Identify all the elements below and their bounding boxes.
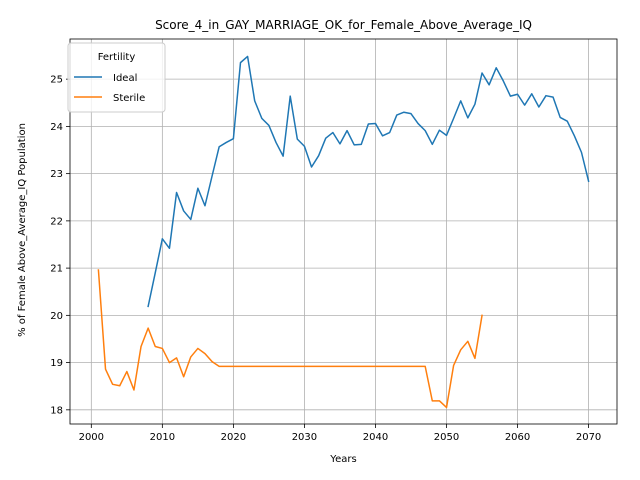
grid-lines — [70, 39, 617, 424]
y-tick-label-18: 18 — [50, 405, 63, 416]
y-tick-label-25: 25 — [50, 75, 63, 86]
series-line-ideal — [147, 55, 590, 308]
x-tick-label-2000: 2000 — [79, 432, 104, 443]
x-tick-label-2050: 2050 — [434, 432, 459, 443]
series-layer — [97, 55, 590, 409]
x-tick-label-2060: 2060 — [505, 432, 530, 443]
y-tick-label-22: 22 — [50, 216, 63, 227]
x-tick-label-2010: 2010 — [150, 432, 175, 443]
x-tick-label-2030: 2030 — [292, 432, 317, 443]
y-tick-label-24: 24 — [50, 122, 63, 133]
y-tick-label-19: 19 — [50, 358, 63, 369]
y-tick-label-20: 20 — [50, 311, 63, 322]
x-tick-label-2040: 2040 — [363, 432, 388, 443]
x-tick-label-2070: 2070 — [576, 432, 601, 443]
legend-title: Fertility — [98, 52, 136, 63]
y-tick-label-23: 23 — [50, 169, 63, 180]
y-axis-label: % of Female Above_Average_IQ Population — [17, 123, 28, 337]
y-axis: 18 19 20 21 22 23 24 25 — [50, 75, 70, 416]
plot-frame — [69, 38, 618, 425]
series-line-sterile — [97, 269, 483, 409]
y-tick-label-21: 21 — [50, 264, 63, 275]
chart-title: Score_4_in_GAY_MARRIAGE_OK_for_Female_Ab… — [155, 18, 532, 32]
legend-label-sterile: Sterile — [113, 93, 145, 104]
x-axis-label: Years — [329, 454, 356, 465]
x-axis: 2000 2010 2020 2030 2040 2050 2060 2070 — [79, 424, 601, 443]
legend-box — [67, 42, 166, 113]
legend: Fertility Ideal Sterile — [67, 42, 166, 113]
x-tick-label-2020: 2020 — [221, 432, 246, 443]
legend-label-ideal: Ideal — [113, 73, 137, 84]
